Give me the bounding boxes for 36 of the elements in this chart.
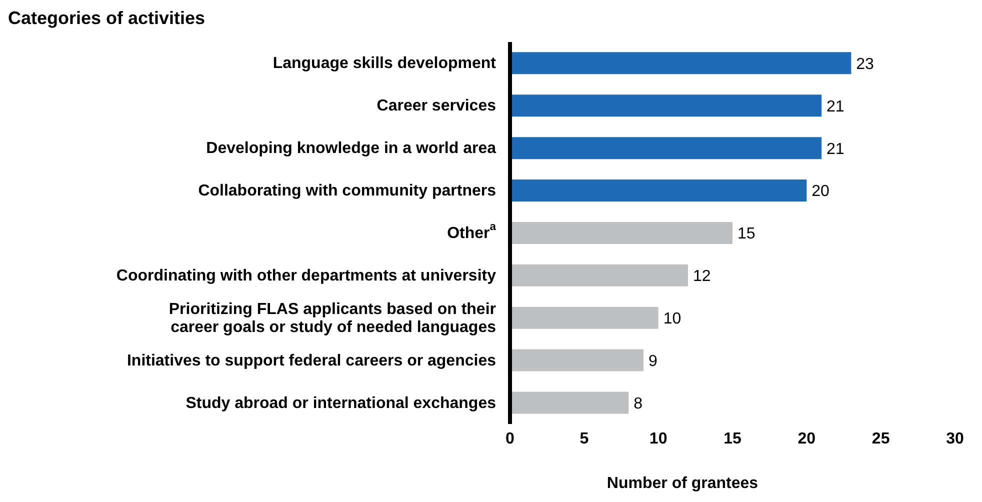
text: Categories of activities [8, 8, 206, 29]
bar [510, 264, 688, 286]
bar [510, 180, 807, 202]
bar [510, 137, 822, 160]
y-tick-label: Coordinating with other departments at university [116, 266, 496, 284]
data-label: 15 [738, 226, 756, 243]
y-tick-label: Other$^{a}$ [447, 221, 497, 242]
x-tick-label: 0 [506, 430, 515, 448]
data-label: 8 [634, 395, 643, 412]
bar [510, 94, 822, 117]
x-tick-label: 15 [724, 430, 742, 448]
x-tick-label: 30 [946, 430, 964, 448]
bar [510, 52, 852, 74]
x-tick-label: 10 [649, 430, 668, 448]
y-tick-label: Developing knowledge in a world area [206, 140, 496, 157]
data-label: 20 [812, 183, 830, 200]
data-label: 21 [826, 140, 844, 158]
data-label: 23 [856, 56, 874, 73]
bar [510, 306, 658, 329]
x-tick-label: 25 [872, 430, 890, 448]
y-tick-label: Initiatives to support federal careers or agencies [126, 352, 496, 369]
x-axis-title: Number of grantees [606, 475, 758, 492]
y-tick-label: Career services [376, 97, 496, 114]
data-label: 10 [663, 310, 682, 328]
data-label: 21 [826, 98, 844, 116]
y-tick-label: Language skills development [272, 54, 497, 72]
y-tick-label: Collaborating with community partners [198, 182, 496, 200]
y-tick-label: Study abroad or international exchanges [186, 394, 496, 412]
x-tick-label: 5 [580, 430, 589, 448]
bar [510, 392, 629, 414]
x-tick-label: 20 [798, 430, 816, 448]
y-tick-label: Prioritizing FLAS applicants based on their career goals or study of needed languages [168, 300, 496, 336]
bar [510, 222, 732, 244]
data-label: 12 [693, 268, 711, 286]
data-label: 9 [648, 352, 658, 370]
bar [510, 349, 644, 372]
